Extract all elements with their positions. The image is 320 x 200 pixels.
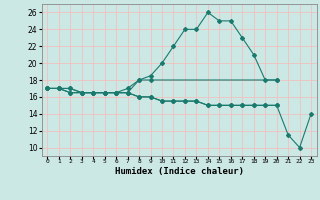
X-axis label: Humidex (Indice chaleur): Humidex (Indice chaleur) xyxy=(115,167,244,176)
